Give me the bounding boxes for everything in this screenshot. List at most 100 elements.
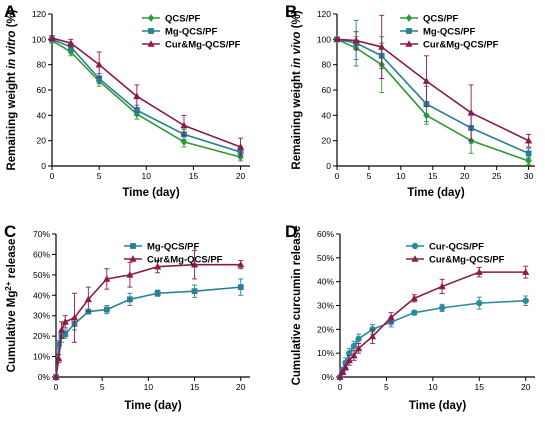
x-tick-label: 0 — [54, 382, 59, 392]
x-tick-label: 15 — [190, 382, 200, 392]
x-tick-label: 20 — [236, 171, 246, 181]
data-point — [345, 356, 353, 364]
data-point — [133, 92, 141, 100]
x-tick-label: 20 — [236, 382, 246, 392]
y-tick-label: 0 — [41, 161, 46, 171]
data-point — [84, 295, 92, 303]
data-point — [336, 373, 344, 380]
series-cur-mg-qcs-pf-a — [48, 34, 245, 157]
x-tick-label: 0 — [50, 171, 55, 181]
x-axis-title-d: Time (day) — [409, 400, 466, 412]
panel-letter-a: A — [4, 2, 16, 21]
data-point — [236, 143, 245, 150]
panel-c: C 0% 10% 20% 30% 40% 50% 60% 70% 0 5 10 15 20 Time (da… — [4, 222, 250, 412]
x-tick-label: 25 — [492, 171, 502, 181]
data-point — [525, 157, 532, 165]
data-point — [525, 136, 533, 144]
series-qcs-pf-b — [333, 35, 532, 166]
data-point — [522, 268, 530, 275]
data-point — [55, 341, 62, 348]
legend-entry-qcs-pf-a: QCS/PF — [142, 14, 201, 25]
data-point — [103, 275, 111, 282]
data-point — [350, 342, 358, 350]
x-tick-label: 10 — [142, 171, 152, 181]
legend-label: Cur-QCS/PF — [429, 242, 484, 253]
y-axis-title-c: Cumulative Mg2+ release — [4, 239, 19, 373]
legend-marker — [148, 28, 154, 34]
data-point — [237, 284, 244, 291]
y-tick-label: 120 — [317, 9, 331, 19]
data-point — [387, 313, 395, 321]
legend-entry-mg-qcs-pf-b: Mg-QCS/PF — [400, 27, 475, 38]
x-tick-label: 30 — [524, 171, 534, 181]
data-point — [475, 268, 483, 275]
data-point — [48, 34, 56, 41]
y-tick-label: 0% — [322, 372, 335, 382]
data-point — [154, 262, 162, 270]
x-tick-label: 5 — [100, 382, 105, 392]
y-tick-label: 100 — [317, 34, 331, 44]
series-line — [336, 38, 529, 162]
data-point — [346, 349, 353, 357]
data-point — [133, 107, 140, 114]
x-tick-label: 15 — [189, 171, 199, 181]
panel-letter-c: C — [4, 222, 16, 241]
y-tick-label: 40 — [322, 110, 332, 120]
y-tick-label: 60% — [317, 229, 334, 239]
legend-marker — [405, 14, 413, 22]
panel-letter-b: B — [285, 2, 297, 21]
data-point — [467, 109, 475, 116]
series-line — [336, 38, 529, 155]
y-tick-label: 50% — [317, 253, 334, 263]
x-axis-title-b: Time (day) — [407, 187, 464, 199]
y-tick-label: 20% — [317, 324, 334, 334]
legend-entry-cur-qcs-pf-d: Cur-QCS/PF — [406, 242, 484, 253]
y-tick-label: 30% — [33, 311, 50, 321]
y-tick-label: 10% — [33, 352, 50, 362]
y-tick-label: 50% — [33, 270, 50, 280]
series-line — [55, 263, 241, 378]
legend-entry-cur-mg-qcs-pf-c: Cur&Mg-QCS/PF — [124, 255, 223, 266]
data-point — [61, 318, 69, 325]
data-point — [237, 260, 245, 268]
legend-entry-cur-mg-qcs-pf-a: Cur&Mg-QCS/PF — [142, 40, 241, 51]
data-point — [67, 48, 75, 56]
legend-marker — [411, 255, 419, 262]
data-point — [476, 299, 483, 307]
data-point — [522, 297, 529, 304]
x-tick-label: 15 — [475, 382, 485, 392]
data-point — [57, 326, 66, 333]
y-tick-label: 20% — [33, 331, 50, 341]
data-point — [411, 309, 418, 316]
panel-a: A 0 20 40 60 80 100 120 0 5 10 15 20 Time (day) Remain… — [4, 2, 250, 199]
y-tick-label: 80 — [322, 60, 332, 70]
data-point — [95, 60, 103, 68]
y-tick-label: 40% — [33, 290, 50, 300]
data-point — [368, 332, 377, 340]
legend-label: Mg-QCS/PF — [165, 27, 217, 38]
x-tick-label: 20 — [521, 382, 531, 392]
legend-label: Mg-QCS/PF — [147, 242, 199, 253]
data-point — [355, 335, 362, 343]
data-point — [96, 75, 103, 82]
y-axis-title-d: Cumulative curcumin release — [291, 226, 303, 386]
legend-marker — [405, 40, 413, 47]
panel-d: D 0% 10% 20% 30% 40% 50% 60% 0 5 10 15 20 Time (day) C… — [285, 222, 535, 412]
y-tick-label: 20 — [37, 136, 47, 146]
x-tick-label: 0 — [338, 382, 343, 392]
legend-label: Cur&Mg-QCS/PF — [165, 40, 241, 51]
series-mg-qcs-pf-c — [53, 278, 244, 380]
x-tick-label: 20 — [460, 171, 470, 181]
legend-entry-qcs-pf-b: QCS/PF — [400, 14, 459, 25]
x-tick-label: 10 — [428, 382, 438, 392]
data-point — [191, 288, 198, 295]
data-point — [333, 35, 341, 43]
series-line — [51, 38, 241, 153]
y-axis-title-a: Remaining weight in vitro (%) — [6, 9, 18, 170]
data-point — [438, 304, 446, 312]
data-point — [354, 344, 363, 352]
legend-label: QCS/PF — [165, 14, 201, 25]
data-point — [180, 121, 188, 129]
legend-marker — [129, 255, 137, 262]
x-tick-label: 10 — [396, 171, 406, 181]
